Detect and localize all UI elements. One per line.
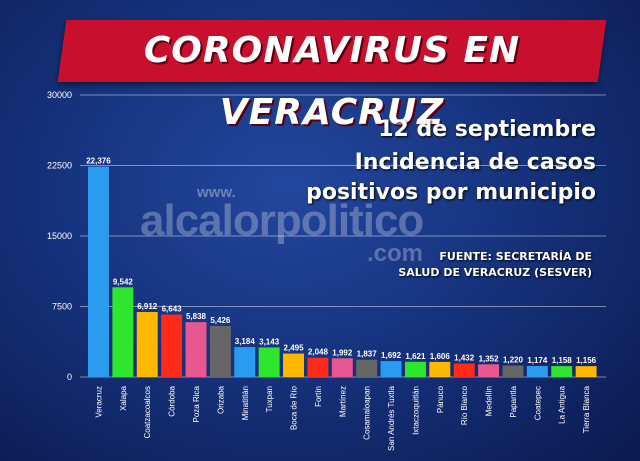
bar [161, 314, 183, 377]
chart-subtitle-line1: Incidencia de casos [354, 150, 596, 175]
bar-value-label: 1,992 [332, 348, 353, 357]
x-tick-label: Coatzacoalcos [143, 386, 152, 438]
bar [380, 361, 402, 377]
bar-value-label: 6,912 [137, 302, 158, 311]
bar-value-label: 5,838 [186, 312, 207, 321]
x-tick-label: Córdoba [168, 385, 177, 416]
bar-value-label: 1,606 [430, 352, 451, 361]
bar [258, 347, 280, 377]
watermark-com: .com [367, 240, 424, 267]
bar-value-label: 22,376 [86, 157, 111, 166]
bar [526, 365, 548, 377]
x-tick-label: Martínez [338, 386, 347, 417]
y-tick-label: 30000 [47, 90, 72, 100]
bar-value-label: 3,184 [235, 337, 256, 346]
x-tick-label: Río Blanco [460, 385, 469, 425]
x-tick-label: Papantla [509, 385, 518, 417]
bar [307, 357, 329, 377]
bar-value-label: 1,352 [479, 354, 500, 363]
bar [185, 322, 207, 377]
bar [356, 359, 378, 377]
bar-value-label: 5,426 [210, 316, 231, 325]
title-banner: CORONAVIRUS EN VERACRUZ [57, 20, 607, 133]
bar [551, 366, 573, 377]
x-tick-label: Orizaba [216, 385, 225, 414]
x-tick-label: Boca de Río [290, 385, 299, 430]
chart-date: 12 de septiembre [378, 117, 596, 142]
x-tick-label: Medellín [485, 386, 494, 416]
bar [88, 166, 109, 377]
source-line2: SALUD DE VERACRUZ (SESVER) [398, 266, 592, 279]
bar-value-label: 6,643 [162, 305, 183, 314]
bar-value-label: 1,156 [576, 356, 597, 365]
x-tick-label: Minatitlán [241, 386, 250, 420]
bar-value-label: 1,432 [454, 354, 475, 363]
bar-value-label: 1,621 [405, 352, 426, 361]
bar [478, 364, 500, 377]
banner-title: CORONAVIRUS EN VERACRUZ [143, 30, 521, 133]
bar [453, 363, 475, 377]
y-tick-label: 7500 [52, 302, 72, 312]
bar-value-label: 1,692 [381, 351, 402, 360]
bar [136, 312, 158, 377]
x-tick-label: San Andrés Tuxtla [387, 385, 396, 450]
x-tick-label: Coatepec [533, 386, 542, 420]
bar [234, 347, 256, 377]
watermark-logo: alcalorpolitico [140, 196, 424, 245]
y-tick-label: 0 [67, 372, 72, 382]
bar-value-label: 1,174 [527, 356, 548, 365]
bar-value-label: 1,220 [503, 356, 524, 365]
y-tick-label: 22500 [47, 161, 72, 171]
bar-value-label: 2,495 [284, 344, 305, 353]
bar [502, 365, 524, 377]
bar-value-label: 2,048 [308, 348, 329, 357]
x-tick-label: La Antigua [558, 385, 567, 423]
bar [404, 361, 426, 377]
bar-value-label: 3,143 [259, 337, 280, 346]
bar-value-label: 1,837 [357, 350, 378, 359]
watermark-www: www. [197, 184, 236, 201]
y-tick-label: 15000 [47, 231, 72, 241]
x-tick-label: Cosamaloapan [363, 386, 372, 440]
bar [575, 366, 597, 377]
x-tick-label: Ixtaczoquitlán [411, 386, 420, 435]
x-tick-label: Tierra Blanca [582, 385, 591, 433]
chart-subtitle-line2: positivos por municipio [306, 180, 596, 205]
x-tick-label: Poza Rica [192, 385, 201, 422]
x-tick-label: Veracruz [94, 386, 103, 418]
bar [429, 361, 451, 377]
x-tick-label: Xalapa [119, 385, 128, 410]
x-tick-label: Pánuco [436, 385, 445, 413]
x-tick-label: Tuxpan [265, 386, 274, 412]
bar [283, 353, 305, 377]
bar [112, 287, 134, 377]
bar [209, 325, 231, 377]
x-tick-label: Fortín [314, 386, 323, 407]
bar-value-label: 9,542 [113, 277, 134, 286]
bar-value-label: 1,158 [552, 356, 573, 365]
source-line1: FUENTE: SECRETARÍA DE [439, 250, 592, 263]
bar [331, 358, 353, 377]
